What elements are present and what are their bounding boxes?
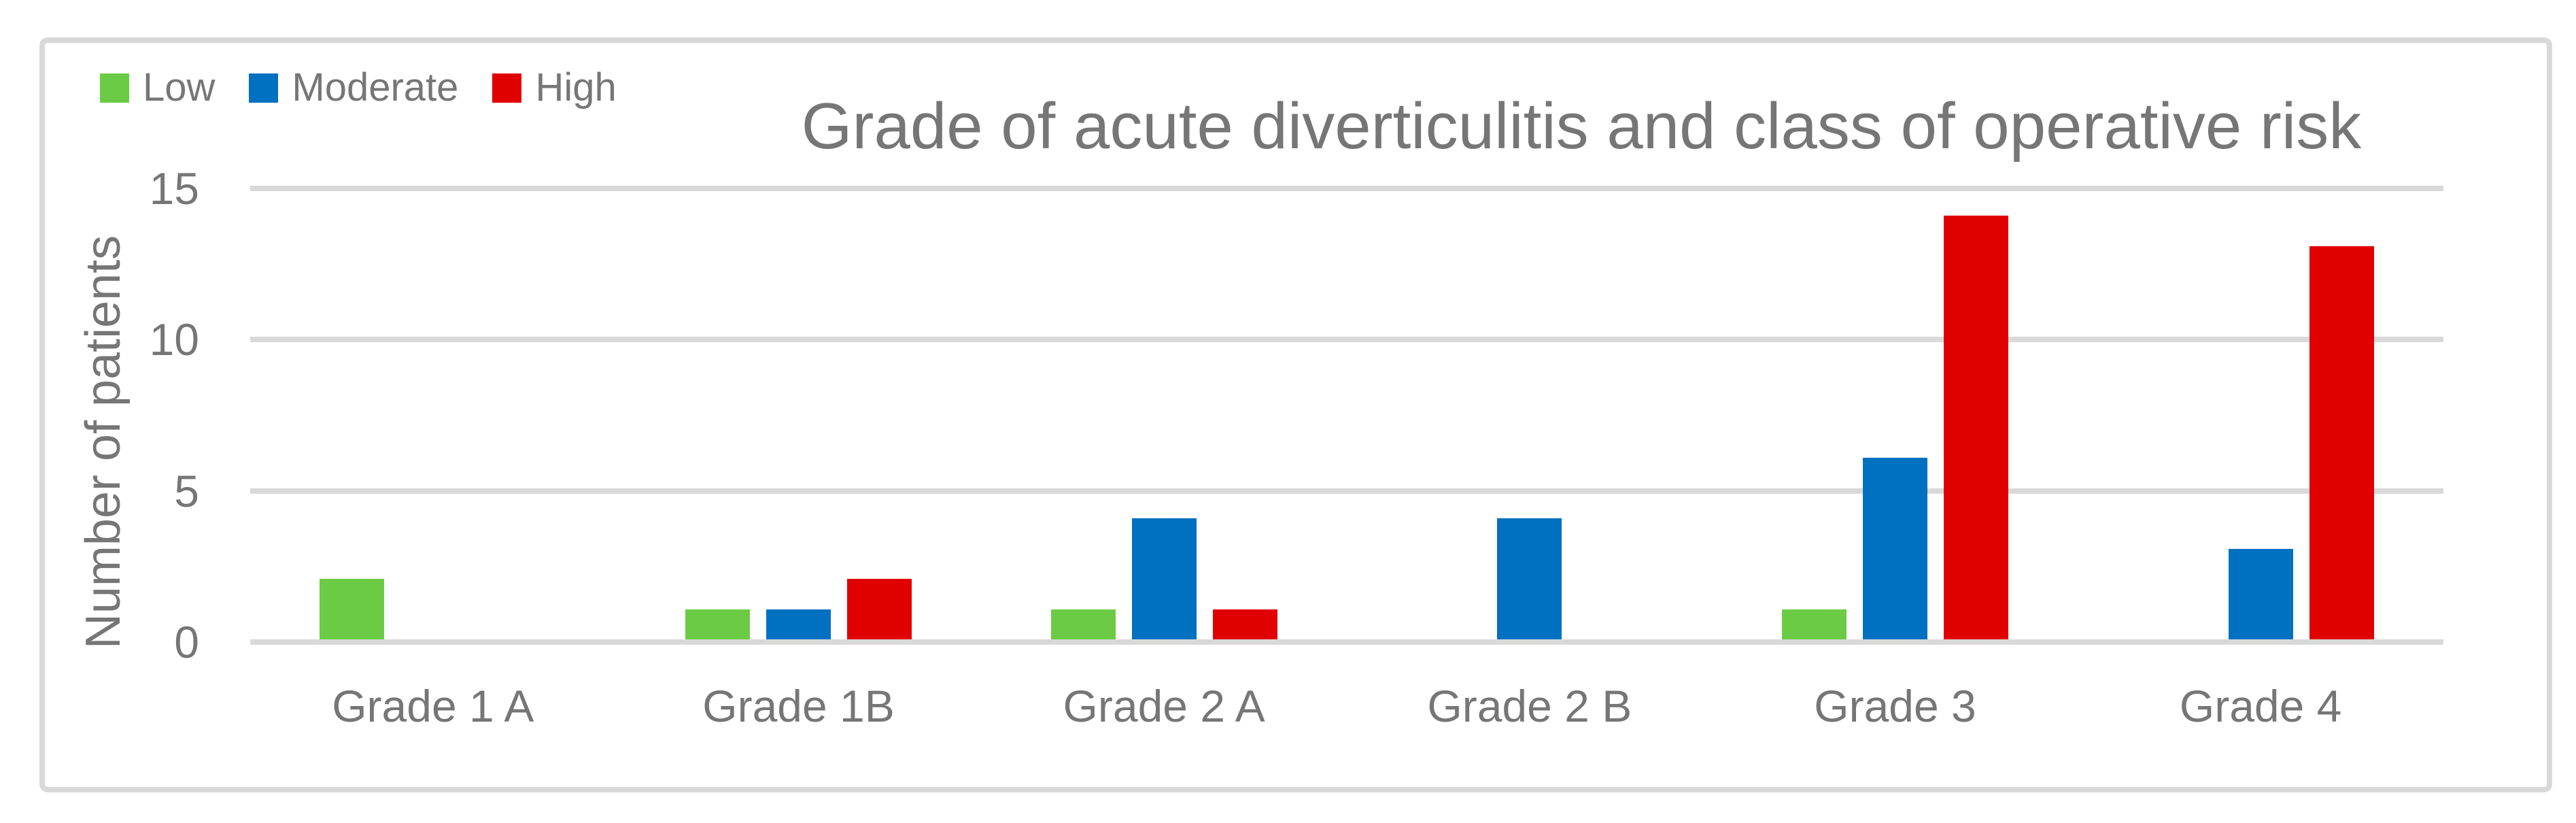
x-category-label-grade-2-a: Grade 2 A: [1063, 681, 1265, 731]
legend-label-moderate: Moderate: [292, 65, 459, 110]
chart-title: Grade of acute diverticulitis and class …: [801, 90, 2362, 163]
bar-moderate-grade-2-a: [1131, 518, 1197, 639]
gridline-10: [250, 337, 2443, 343]
legend: Low Moderate High: [100, 65, 617, 110]
legend-label-low: Low: [143, 65, 216, 110]
y-axis-title: Number of patients: [76, 235, 131, 650]
legend-label-high: High: [535, 65, 617, 110]
bar-high-grade-3: [1944, 216, 2008, 639]
bar-moderate-grade-4: [2228, 548, 2293, 639]
gridline-15: [250, 185, 2443, 191]
bar-high-grade-2-a: [1212, 609, 1277, 639]
bar-low-grade-1b: [685, 609, 750, 639]
bar-high-grade-4: [2309, 246, 2374, 639]
bar-low-grade-1-a: [320, 579, 385, 639]
x-category-label-grade-1-a: Grade 1 A: [332, 681, 534, 731]
bar-moderate-grade-3: [1863, 458, 1927, 639]
chart-frame: [39, 37, 2552, 792]
x-category-label-grade-1b: Grade 1B: [702, 681, 895, 731]
bar-low-grade-3: [1782, 609, 1847, 639]
legend-item-high: High: [492, 65, 617, 110]
gridline-5: [250, 488, 2443, 494]
x-category-label-grade-2-b: Grade 2 B: [1427, 681, 1632, 731]
bar-moderate-grade-2-b: [1497, 518, 1562, 639]
y-tick-label-0: 0: [174, 617, 199, 667]
legend-swatch-low-icon: [100, 73, 129, 103]
y-tick-label-5: 5: [174, 465, 199, 516]
bar-low-grade-2-a: [1050, 609, 1116, 639]
legend-item-low: Low: [100, 68, 215, 107]
y-tick-label-10: 10: [149, 314, 199, 365]
legend-swatch-high-icon: [492, 73, 522, 103]
bar-moderate-grade-1b: [766, 609, 831, 639]
x-category-label-grade-3: Grade 3: [1814, 681, 1976, 731]
legend-item-moderate: Moderate: [249, 68, 458, 107]
bar-high-grade-1b: [847, 579, 912, 639]
gridline-0: [250, 639, 2443, 645]
x-category-label-grade-4: Grade 4: [2179, 681, 2342, 731]
y-tick-label-15: 15: [149, 163, 199, 214]
legend-swatch-moderate-icon: [249, 73, 279, 103]
